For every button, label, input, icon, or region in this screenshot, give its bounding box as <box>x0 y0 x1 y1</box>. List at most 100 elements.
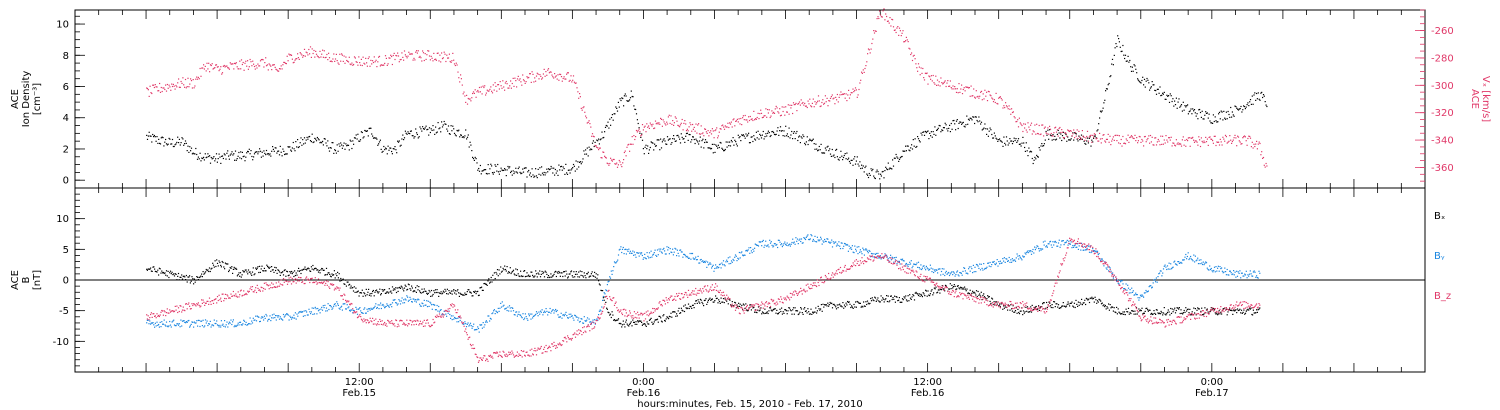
vx-point <box>519 78 521 80</box>
y-tick-label: 2 <box>63 144 69 155</box>
vx-point <box>456 64 458 66</box>
b-component-point <box>628 248 630 250</box>
b-component-point <box>315 267 317 270</box>
vx-point <box>679 126 681 128</box>
b-component-point <box>298 311 300 313</box>
b-component-point <box>320 269 322 271</box>
b-component-point <box>695 300 698 302</box>
b-component-point <box>983 296 986 298</box>
b-component-point <box>273 271 275 273</box>
b-component-point <box>314 267 316 269</box>
b-component-point <box>982 294 984 297</box>
vx-point <box>1203 140 1205 142</box>
b-component-point <box>427 292 429 294</box>
b-component-point <box>757 309 759 311</box>
density-point <box>1011 143 1014 145</box>
b-component-point <box>602 299 604 301</box>
density-point <box>438 128 440 130</box>
vx-point <box>924 72 926 74</box>
density-point <box>614 113 616 115</box>
density-point <box>823 152 826 154</box>
density-point <box>201 157 203 159</box>
b-component-point <box>855 301 857 303</box>
b-component-point <box>578 276 581 278</box>
b-component-point <box>390 290 392 292</box>
vx-point <box>638 128 640 130</box>
density-point <box>834 156 836 159</box>
vx-point <box>942 82 945 84</box>
b-component-point <box>489 282 491 284</box>
b-component-point <box>625 253 627 255</box>
vx-point <box>485 92 487 94</box>
b-component-point <box>1091 296 1093 298</box>
vx-point <box>786 111 788 113</box>
density-point <box>873 177 876 179</box>
y-tick-label: -360 <box>1431 163 1454 174</box>
density-point <box>945 124 947 126</box>
b-component-point <box>1010 304 1012 306</box>
vx-point <box>259 65 261 67</box>
vx-point <box>308 48 310 51</box>
density-point <box>842 159 844 161</box>
density-point <box>1003 136 1005 138</box>
b-component-point <box>300 310 302 313</box>
density-point <box>867 176 870 179</box>
b-component-point <box>648 319 651 321</box>
b-component-point <box>186 321 188 323</box>
b-component-point <box>395 291 398 294</box>
b-component-point <box>441 313 443 315</box>
b-component-point <box>681 309 683 311</box>
density-point <box>504 168 506 170</box>
density-point <box>776 130 778 132</box>
b-component-point <box>678 307 680 309</box>
b-component-point <box>355 287 357 289</box>
b-component-point <box>372 308 374 310</box>
density-point <box>710 148 712 150</box>
density-point <box>748 142 751 144</box>
density-point <box>829 148 831 150</box>
density-point <box>1229 116 1231 118</box>
b-component-point <box>561 317 563 319</box>
density-point <box>235 159 237 161</box>
vx-point <box>938 81 940 83</box>
b-component-point <box>424 290 426 292</box>
density-point <box>279 145 281 147</box>
density-point <box>648 152 650 154</box>
density-point <box>923 131 925 133</box>
vx-point <box>1179 142 1181 145</box>
density-point <box>195 147 197 150</box>
b-component-point <box>249 271 251 273</box>
vx-point <box>1246 144 1248 146</box>
b-component-point <box>814 311 816 313</box>
b-component-point <box>411 301 413 303</box>
density-point <box>450 125 452 127</box>
b-component-point <box>552 275 554 277</box>
vx-point <box>555 75 557 77</box>
density-point <box>960 121 962 123</box>
b-component-point <box>166 325 168 327</box>
density-point <box>389 147 391 149</box>
vx-point <box>1016 120 1018 123</box>
b-component-point <box>639 320 641 322</box>
density-point <box>1032 162 1034 165</box>
b-component-point <box>932 294 934 296</box>
density-point <box>594 141 596 143</box>
density-point <box>303 137 306 139</box>
vx-point <box>320 56 322 58</box>
vx-point <box>209 64 212 66</box>
b-component-point <box>471 295 473 297</box>
density-point <box>435 132 437 134</box>
density-point <box>952 120 954 122</box>
density-point <box>1186 105 1188 107</box>
density-point <box>309 140 312 142</box>
b-component-point <box>1190 314 1192 316</box>
density-point <box>535 175 538 177</box>
density-point <box>856 156 858 158</box>
density-point <box>388 149 390 151</box>
vx-point <box>597 147 599 149</box>
b-component-point <box>561 272 563 274</box>
density-point <box>592 140 594 142</box>
b-component-point <box>672 311 674 313</box>
b-component-point <box>1012 305 1014 307</box>
vx-point <box>397 55 400 57</box>
